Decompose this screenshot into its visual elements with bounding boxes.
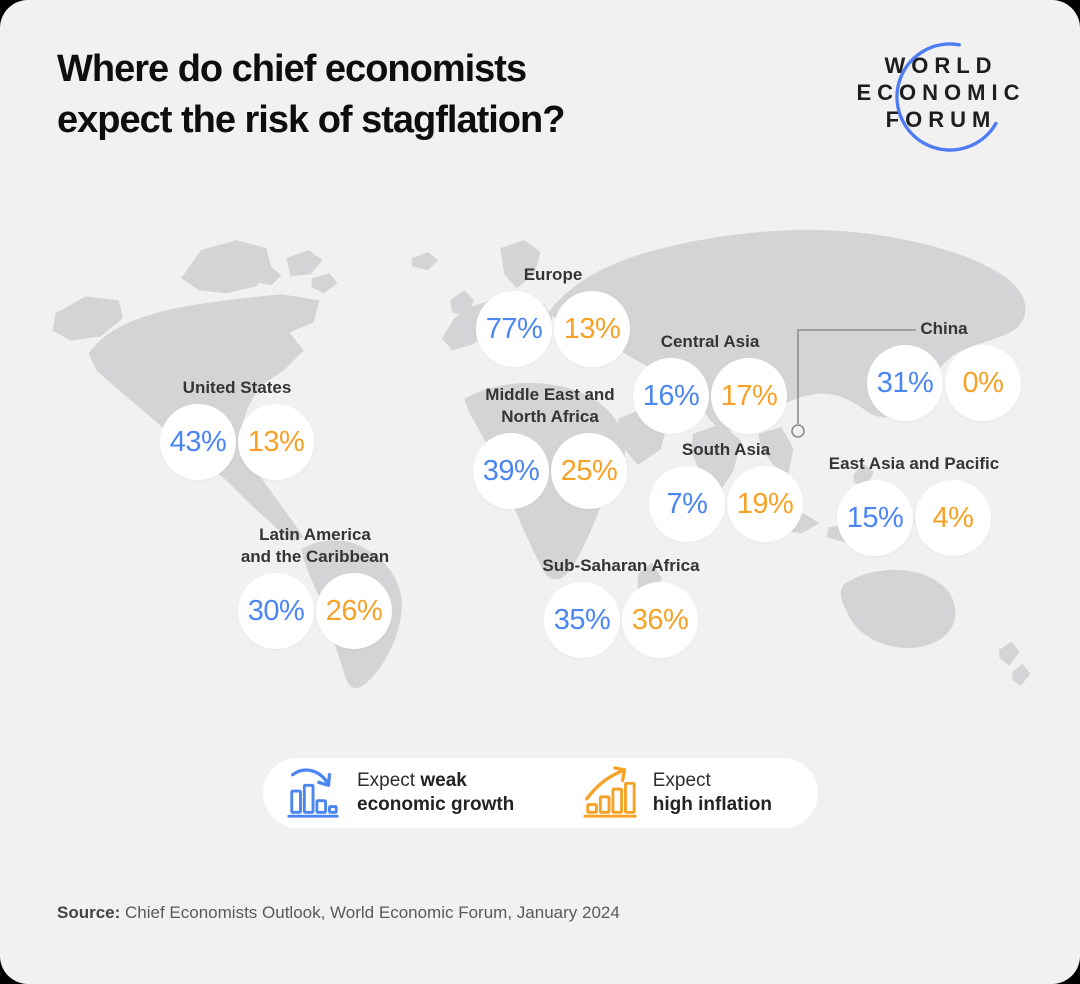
region-label-south-asia: South Asia (681, 440, 771, 459)
bubble-pair: 31% 0% (844, 345, 1044, 421)
bubble-pair: 77% 13% (453, 291, 653, 367)
region-label-east-asia-pacific: East Asia and Pacific (828, 454, 1000, 473)
declining-bar-chart-icon (287, 768, 339, 818)
region-label-middle-east-north-africa: Middle East and North Africa (485, 385, 615, 426)
region-label-united-states: United States (182, 378, 292, 397)
legend: Expect weak economic growth Expect high … (263, 758, 818, 828)
bubble-pair: 43% 13% (137, 404, 337, 480)
high-inflation-bubble: 13% (554, 291, 630, 367)
bubble-pair: 15% 4% (814, 480, 1014, 556)
wef-logo-line-2: ECONOMIC (856, 80, 1026, 105)
region-label-europe: Europe (523, 265, 583, 284)
legend-text-high-inflation: Expect high inflation (652, 770, 772, 815)
bubble-pair: 35% 36% (521, 582, 721, 658)
region-label-china: China (920, 319, 968, 338)
weak-growth-bubble: 31% (867, 345, 943, 421)
high-inflation-bubble: 19% (727, 466, 803, 542)
legend-item-weak-growth: Expect weak economic growth (285, 764, 514, 822)
weak-growth-bubble: 15% (837, 480, 913, 556)
legend-item-high-inflation: Expect high inflation (581, 764, 772, 822)
weak-growth-bubble: 7% (649, 466, 725, 542)
rising-bar-chart-icon (583, 766, 637, 818)
bubble-pair: 16% 17% (610, 358, 810, 434)
weak-growth-bubble: 16% (633, 358, 709, 434)
high-inflation-bubble: 26% (316, 573, 392, 649)
region-china: China 31% 0% (844, 318, 1044, 421)
high-inflation-bubble: 0% (945, 345, 1021, 421)
bubble-pair: 30% 26% (215, 573, 415, 649)
weak-growth-bubble: 30% (238, 573, 314, 649)
region-central-asia: Central Asia 16% 17% (610, 331, 810, 434)
china-connector-line (791, 329, 916, 438)
high-inflation-bubble: 17% (711, 358, 787, 434)
source-line: Source: Chief Economists Outlook, World … (57, 903, 620, 923)
region-sub-saharan-africa: Sub-Saharan Africa 35% 36% (521, 555, 721, 658)
wef-logo-arc-icon (895, 42, 998, 152)
region-united-states: United States 43% 13% (137, 377, 337, 480)
weak-growth-bubble: 35% (544, 582, 620, 658)
title-line-2: expect the risk of stagflation? (57, 99, 565, 141)
legend-text-weak-growth: Expect weak economic growth (357, 770, 515, 815)
high-inflation-bubble: 25% (551, 433, 627, 509)
source-label: Source: (57, 903, 121, 922)
region-east-asia-pacific: East Asia and Pacific 15% 4% (814, 453, 1014, 556)
bubble-pair: 7% 19% (626, 466, 826, 542)
region-middle-east-north-africa: Middle East and North Africa 39% 25% (450, 384, 650, 509)
title-line-1: Where do chief economists (57, 48, 527, 90)
region-label-sub-saharan-africa: Sub-Saharan Africa (542, 556, 700, 575)
weak-growth-bubble: 39% (473, 433, 549, 509)
page-title: Where do chief economists expect the ris… (57, 44, 565, 146)
weak-growth-bubble: 43% (160, 404, 236, 480)
region-label-latin-america-caribbean: Latin America and the Caribbean (240, 525, 390, 566)
weak-growth-bubble: 77% (476, 291, 552, 367)
wef-logo: WORLD ECONOMIC FORUM (856, 52, 1026, 133)
region-latin-america-caribbean: Latin America and the Caribbean 30% 26% (215, 524, 415, 649)
source-text: Chief Economists Outlook, World Economic… (120, 903, 620, 922)
high-inflation-bubble: 4% (915, 480, 991, 556)
region-label-central-asia: Central Asia (660, 332, 760, 351)
high-inflation-bubble: 36% (622, 582, 698, 658)
high-inflation-bubble: 13% (238, 404, 314, 480)
bubble-pair: 39% 25% (450, 433, 650, 509)
region-europe: Europe 77% 13% (453, 264, 653, 367)
region-south-asia: South Asia 7% 19% (626, 439, 826, 542)
